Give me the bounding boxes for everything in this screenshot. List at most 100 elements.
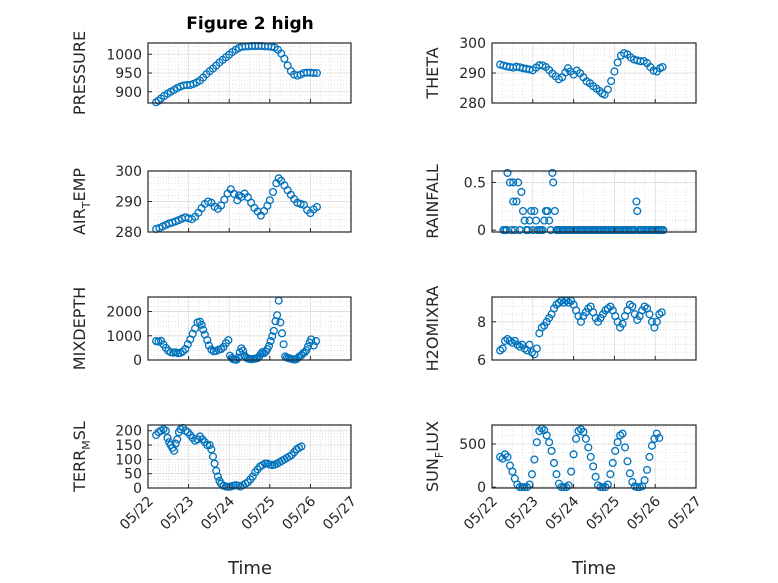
data-point [632, 197, 641, 206]
data-point [518, 206, 528, 216]
figure-title: Figure 2 high [186, 14, 314, 34]
data-point [640, 476, 649, 485]
data-point [510, 226, 519, 235]
data-point [312, 68, 321, 78]
data-point [540, 216, 549, 225]
data-point [550, 206, 559, 216]
y-tick-label: 2000 [106, 305, 142, 321]
y-tick-label: 200 [115, 424, 142, 440]
data-point [183, 340, 192, 349]
y-tick-label: 300 [115, 164, 142, 180]
x-axis-label-right: Time [571, 558, 616, 579]
data-point [273, 311, 282, 320]
data-point [645, 452, 654, 461]
data-point [203, 336, 212, 345]
data-point [613, 58, 622, 67]
data-point [527, 348, 537, 357]
data-point [549, 458, 559, 468]
y-tick-label: 0 [133, 353, 142, 369]
subplot-sun-flux: 0 500 05/22 05/23 05/24 05/25 05/26 05/27 SUNFLU… [423, 421, 705, 533]
data-point [268, 332, 277, 341]
data-point [658, 62, 667, 72]
data-point [606, 470, 615, 479]
data-point [260, 459, 269, 468]
data-point [309, 341, 318, 350]
data-point [197, 320, 206, 329]
data-point [203, 440, 212, 450]
data-point [230, 189, 239, 198]
data-point [513, 340, 522, 349]
data-point [552, 470, 561, 479]
data-point [224, 336, 233, 345]
data-point [204, 341, 213, 350]
data-point [545, 438, 554, 447]
data-point [647, 441, 656, 450]
y-axis-label: RAINFALL [423, 164, 442, 239]
data-point [554, 298, 563, 307]
y-tick-label: 280 [459, 96, 486, 112]
data-point [640, 302, 649, 311]
data-point [518, 483, 527, 492]
data-point [496, 346, 505, 355]
data-point [567, 467, 576, 476]
y-axis-label: AIRTEMP [70, 168, 93, 235]
data-point [508, 338, 517, 347]
data-point [502, 226, 511, 235]
data-point [525, 340, 534, 349]
data-point [547, 446, 556, 455]
y-tick-label: 100 [115, 452, 142, 468]
data-point [532, 344, 541, 353]
data-point [505, 336, 515, 345]
data-point [520, 216, 529, 225]
data-point [530, 206, 539, 216]
data-point [181, 345, 190, 354]
data-point [603, 85, 612, 94]
x-tick-label: 05/22 [117, 494, 157, 534]
y-tick-label: 0 [133, 481, 142, 497]
data-point [589, 462, 598, 471]
x-axis-label-left: Time [227, 558, 272, 579]
data-point [545, 216, 554, 225]
x-tick-label: 05/25 [239, 494, 279, 534]
data-point [512, 197, 521, 206]
data-point [608, 458, 617, 468]
y-tick-label: 300 [459, 36, 486, 52]
x-tick-label: 05/26 [624, 493, 664, 533]
data-point [265, 196, 274, 205]
y-axis-label: THETA [423, 47, 442, 99]
data-point [508, 467, 517, 476]
data-point [213, 472, 222, 481]
x-tick-label: 05/27 [320, 494, 360, 534]
y-tick-label: 8 [477, 315, 486, 331]
data-point [618, 319, 627, 328]
data-point [501, 336, 510, 345]
x-tick-label: 05/27 [665, 494, 705, 534]
data-point [542, 431, 551, 440]
data-point [613, 438, 622, 447]
data-point [618, 429, 627, 438]
data-point [527, 206, 536, 216]
y-axis-label: SUNFLUX [423, 421, 446, 492]
data-point [169, 446, 179, 455]
data-point [163, 433, 172, 442]
data-point [238, 346, 248, 355]
x-tick-label: 05/23 [502, 494, 542, 534]
data-point [207, 445, 216, 454]
subplot-pressure: 900 950 1000 PRESSURE [70, 31, 352, 115]
data-point [655, 310, 664, 319]
data-point [532, 438, 541, 447]
data-point [509, 178, 518, 187]
data-point [205, 440, 214, 450]
x-tick-label: 05/25 [583, 494, 623, 534]
data-point [633, 206, 642, 216]
data-point [277, 329, 287, 338]
data-point [569, 450, 578, 459]
data-point [561, 68, 570, 77]
y-tick-label: 0 [477, 480, 486, 496]
data-point [268, 187, 278, 197]
data-point [611, 446, 620, 455]
data-point [603, 304, 612, 313]
data-point [596, 483, 605, 492]
data-point [628, 302, 637, 311]
